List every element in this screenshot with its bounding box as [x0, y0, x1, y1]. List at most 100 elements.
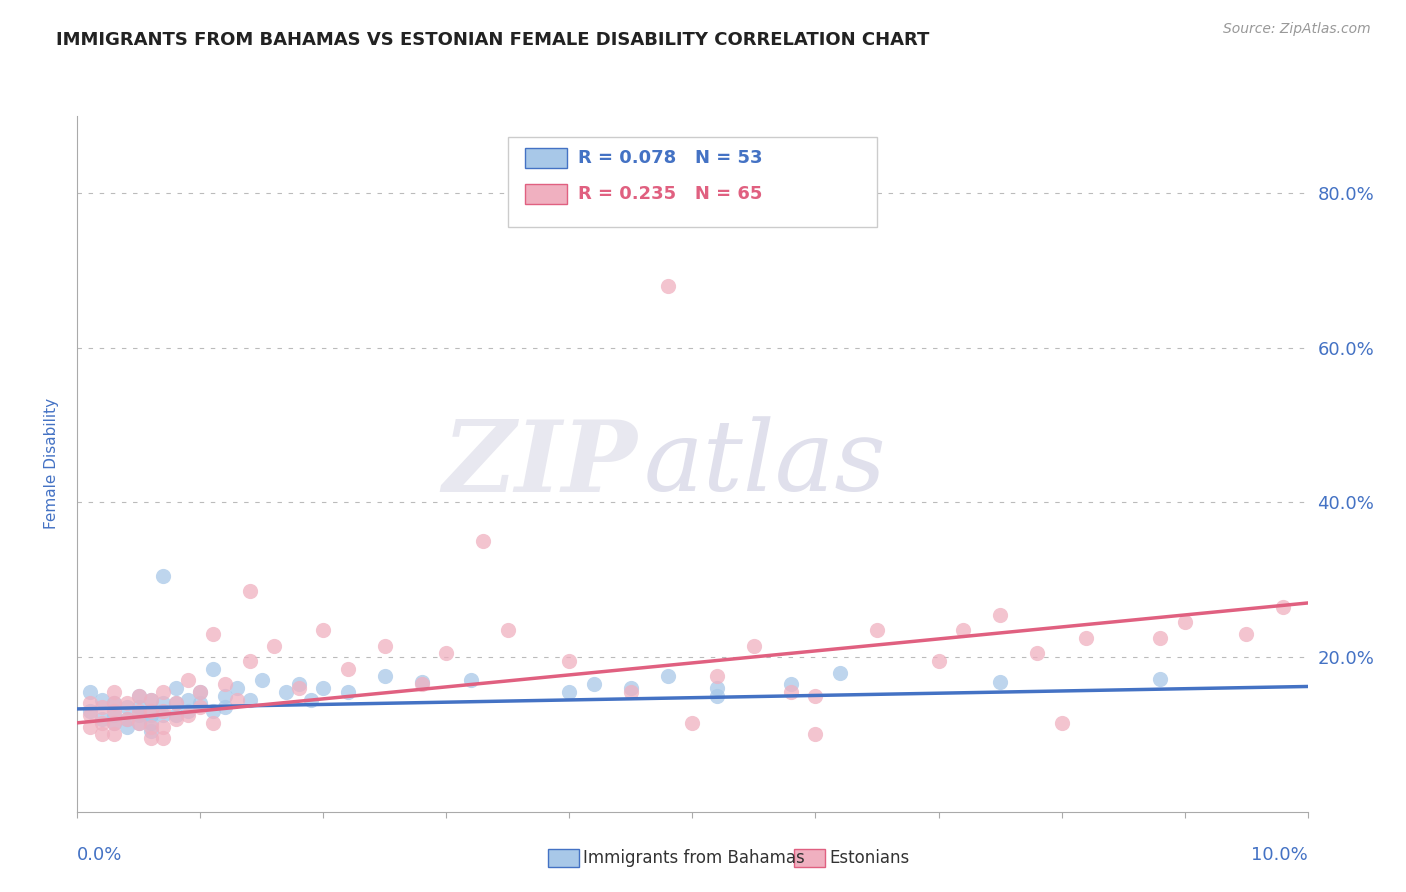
Point — [299, 692, 322, 706]
Point — [165, 712, 187, 726]
Point — [780, 677, 803, 691]
Point — [177, 708, 200, 723]
Point — [165, 697, 187, 711]
Text: atlas: atlas — [644, 417, 886, 511]
Point — [152, 708, 174, 723]
Point — [583, 677, 606, 691]
Point — [558, 685, 581, 699]
Point — [141, 708, 163, 723]
Text: R = 0.078   N = 53: R = 0.078 N = 53 — [578, 149, 762, 167]
Point — [337, 685, 360, 699]
Point — [90, 700, 114, 714]
Point — [780, 685, 803, 699]
Point — [288, 681, 311, 695]
Point — [1076, 631, 1098, 645]
Point — [115, 720, 138, 734]
Point — [620, 681, 643, 695]
Point — [115, 712, 138, 726]
Point — [472, 534, 495, 549]
Point — [214, 700, 236, 714]
Point — [804, 727, 827, 741]
Point — [79, 697, 101, 711]
Point — [928, 654, 950, 668]
Point — [239, 584, 262, 599]
Point — [620, 685, 643, 699]
Point — [742, 639, 765, 653]
Point — [103, 685, 125, 699]
Point — [706, 669, 728, 683]
Point — [141, 731, 163, 746]
Point — [239, 654, 262, 668]
Point — [79, 720, 101, 734]
Point — [165, 697, 187, 711]
Point — [141, 720, 163, 734]
Point — [103, 708, 125, 723]
Text: Estonians: Estonians — [830, 849, 910, 867]
Point — [152, 731, 174, 746]
Point — [1149, 672, 1171, 686]
Point — [276, 685, 298, 699]
Y-axis label: Female Disability: Female Disability — [44, 398, 59, 530]
Point — [866, 623, 889, 637]
Point — [250, 673, 273, 688]
Point — [79, 708, 101, 723]
Text: IMMIGRANTS FROM BAHAMAS VS ESTONIAN FEMALE DISABILITY CORRELATION CHART: IMMIGRANTS FROM BAHAMAS VS ESTONIAN FEMA… — [56, 31, 929, 49]
Point — [128, 708, 150, 723]
Point — [188, 700, 212, 714]
Point — [128, 689, 150, 703]
Point — [128, 715, 150, 730]
Point — [1050, 715, 1073, 730]
Point — [496, 623, 519, 637]
Point — [165, 708, 187, 723]
Point — [312, 623, 335, 637]
Point — [79, 685, 101, 699]
Point — [1234, 627, 1257, 641]
Point — [460, 673, 482, 688]
Text: Source: ZipAtlas.com: Source: ZipAtlas.com — [1223, 22, 1371, 37]
Point — [558, 654, 581, 668]
Point — [103, 697, 125, 711]
Point — [90, 715, 114, 730]
Point — [152, 685, 174, 699]
Point — [128, 715, 150, 730]
Point — [177, 673, 200, 688]
Point — [141, 715, 163, 730]
Point — [177, 704, 200, 718]
Point — [103, 727, 125, 741]
Point — [374, 639, 396, 653]
Point — [682, 715, 704, 730]
Point — [128, 704, 150, 718]
Point — [312, 681, 335, 695]
Point — [239, 692, 262, 706]
Point — [263, 639, 285, 653]
Point — [226, 692, 249, 706]
Point — [90, 692, 114, 706]
Point — [188, 697, 212, 711]
Point — [152, 569, 174, 583]
Text: 0.0%: 0.0% — [77, 847, 122, 864]
Point — [141, 692, 163, 706]
Text: ZIP: ZIP — [441, 416, 637, 512]
Point — [706, 681, 728, 695]
Point — [706, 689, 728, 703]
Point — [188, 685, 212, 699]
Point — [288, 677, 311, 691]
Point — [952, 623, 974, 637]
Point — [201, 662, 224, 676]
Point — [988, 674, 1011, 689]
Point — [214, 677, 236, 691]
Point — [115, 712, 138, 726]
Point — [177, 692, 200, 706]
Text: R = 0.235   N = 65: R = 0.235 N = 65 — [578, 185, 762, 202]
Text: Immigrants from Bahamas: Immigrants from Bahamas — [583, 849, 806, 867]
Point — [988, 607, 1011, 622]
Point — [141, 692, 163, 706]
Point — [411, 674, 433, 689]
Point — [201, 627, 224, 641]
Point — [103, 715, 125, 730]
Point — [411, 677, 433, 691]
Point — [115, 697, 138, 711]
Point — [152, 697, 174, 711]
Point — [90, 727, 114, 741]
Point — [115, 700, 138, 714]
